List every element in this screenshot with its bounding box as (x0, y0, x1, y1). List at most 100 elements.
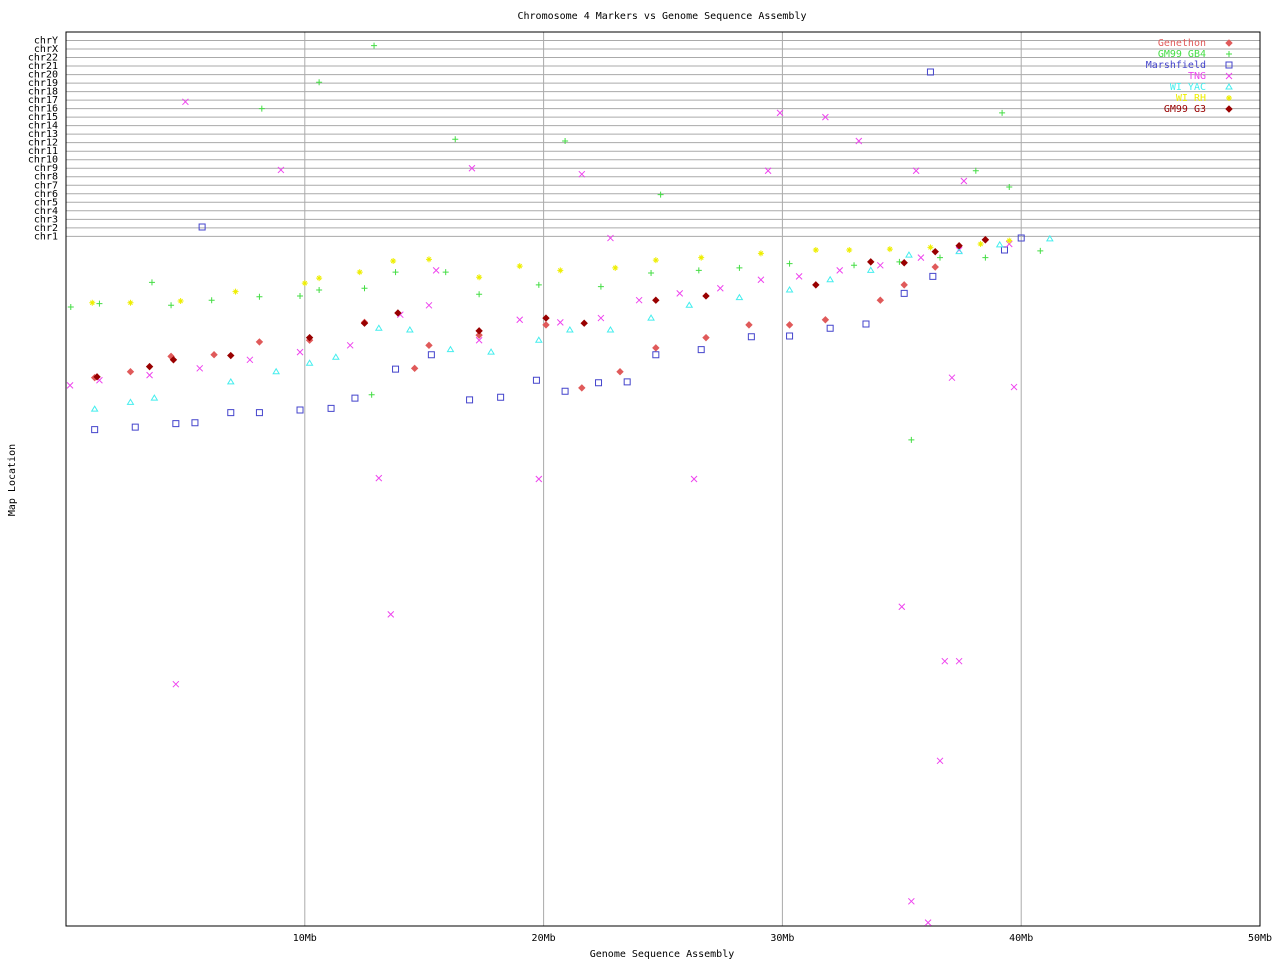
point (866, 266, 875, 273)
point (736, 264, 743, 271)
point (375, 474, 383, 482)
legend-label: Marshfield (1146, 60, 1206, 71)
point (177, 298, 184, 305)
point (776, 109, 784, 117)
point (697, 346, 705, 354)
point (476, 291, 483, 298)
legend-label: Genethon (1158, 38, 1206, 49)
point (126, 368, 135, 376)
point (702, 292, 710, 300)
point (196, 364, 204, 372)
point (595, 379, 603, 387)
point (516, 316, 524, 324)
point (432, 267, 440, 274)
y-tick-label: chr16 (28, 104, 58, 115)
point (955, 242, 963, 250)
point (1037, 247, 1044, 254)
y-tick-label: chr2 (34, 223, 58, 234)
point (941, 657, 949, 665)
point (578, 170, 586, 178)
point (565, 326, 574, 333)
point (198, 223, 206, 231)
point (93, 373, 101, 381)
y-tick-label: chr4 (34, 206, 58, 217)
y-axis-label: Map Location (7, 444, 18, 516)
y-tick-label: chrY (34, 36, 58, 47)
point (150, 394, 159, 401)
point (757, 250, 764, 257)
point (96, 300, 103, 307)
y-tick-label: chr11 (28, 146, 58, 157)
point (557, 267, 564, 274)
point (685, 301, 694, 308)
point (1000, 246, 1008, 254)
point (182, 98, 189, 106)
legend-marker (1225, 83, 1233, 90)
point (452, 136, 459, 143)
point (255, 338, 264, 346)
legend-marker (1226, 51, 1232, 57)
legend-marker (1226, 95, 1232, 101)
point (368, 391, 375, 398)
point (475, 331, 483, 339)
point (146, 371, 153, 379)
y-tick-label: chr5 (34, 197, 58, 208)
point (616, 368, 624, 376)
point (258, 105, 265, 112)
point (562, 137, 569, 144)
point (785, 286, 794, 293)
point (757, 276, 765, 284)
point (556, 318, 564, 326)
point (361, 285, 368, 292)
legend-marker (1225, 39, 1233, 47)
x-axis-label: Genome Sequence Assembly (590, 949, 735, 960)
y-tick-label: chr9 (34, 163, 58, 174)
point (862, 320, 870, 328)
point (999, 109, 1006, 116)
point (898, 603, 906, 611)
y-tick-label: chr8 (34, 172, 58, 183)
point (981, 236, 990, 244)
point (867, 258, 875, 266)
point (1017, 234, 1025, 242)
y-tick-label: chr3 (34, 214, 58, 225)
point (66, 381, 74, 389)
point (907, 897, 915, 905)
y-tick-label: chr15 (28, 112, 58, 123)
point (392, 269, 399, 276)
y-tick-label: chr21 (28, 61, 58, 72)
point (148, 279, 155, 286)
point (716, 284, 724, 292)
point (635, 296, 643, 304)
y-tick-label: chr6 (34, 189, 58, 200)
point (855, 137, 863, 145)
point (747, 333, 755, 341)
point (886, 246, 893, 253)
point (1006, 183, 1013, 190)
point (301, 280, 308, 287)
legend-label: TNG (1188, 71, 1206, 82)
point (948, 374, 956, 382)
point (937, 254, 944, 261)
point (227, 409, 235, 417)
point (652, 344, 660, 352)
point (497, 393, 505, 401)
point (972, 167, 979, 174)
point (126, 398, 135, 405)
chart-title: Chromosome 4 Markers vs Genome Sequence … (518, 11, 807, 22)
x-tick-label: 10Mb (293, 933, 317, 944)
point (876, 261, 884, 269)
point (795, 273, 803, 280)
point (836, 267, 844, 274)
x-tick-label: 20Mb (532, 933, 556, 944)
point (532, 376, 540, 384)
point (255, 409, 263, 417)
point (955, 247, 963, 255)
point (702, 333, 710, 342)
x-tick-label: 50Mb (1248, 933, 1272, 944)
legend-marker (1225, 105, 1233, 113)
point (822, 113, 829, 121)
legend-label: GM99 G3 (1164, 104, 1206, 115)
point (745, 321, 753, 329)
